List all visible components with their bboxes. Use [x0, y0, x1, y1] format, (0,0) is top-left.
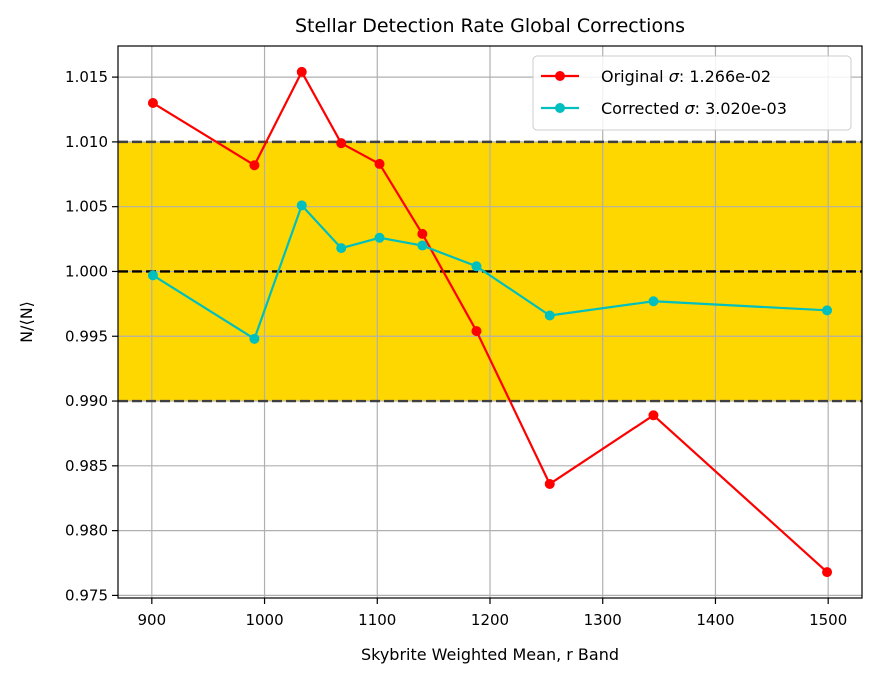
data-point-corrected — [147, 270, 158, 281]
data-point-corrected — [374, 232, 385, 243]
data-point-corrected — [471, 261, 482, 272]
data-point-original — [249, 160, 260, 171]
legend: Original σ: 1.266e-02 Corrected σ: 3.020e… — [532, 55, 852, 131]
data-point-corrected — [417, 240, 428, 251]
y-tick-label: 0.985 — [65, 457, 108, 475]
y-tick-label: 0.990 — [65, 392, 108, 410]
x-tick-label: 1200 — [471, 611, 509, 629]
data-point-original — [471, 326, 482, 337]
series-line-original — [152, 70, 828, 573]
x-tick-label: 1400 — [696, 611, 734, 629]
legend-marker-corrected — [555, 103, 565, 113]
data-point-original — [648, 410, 659, 421]
data-point-original — [417, 228, 428, 239]
x-tick-label: 1500 — [809, 611, 847, 629]
x-tick-label: 1300 — [584, 611, 622, 629]
x-axis-title: Skybrite Weighted Mean, r Band — [361, 645, 619, 664]
data-point-original — [147, 98, 158, 109]
y-tick-label: 1.005 — [65, 198, 108, 216]
x-tick-label: 1000 — [245, 611, 283, 629]
x-tick-label: 900 — [137, 611, 166, 629]
y-axis-title: N/⟨N⟩ — [17, 301, 36, 343]
data-point-original — [544, 478, 555, 489]
data-point-corrected — [544, 310, 555, 321]
data-point-corrected — [648, 296, 659, 307]
data-point-corrected — [296, 200, 307, 211]
x-tick-label: 1100 — [358, 611, 396, 629]
y-tick-label: 0.980 — [65, 522, 108, 540]
legend-label-original: Original σ: 1.266e-02 — [601, 67, 771, 86]
legend-marker-original — [555, 71, 565, 81]
chart-title: Stellar Detection Rate Global Correction… — [295, 15, 685, 37]
data-point-corrected — [336, 243, 347, 254]
y-tick-label: 1.000 — [65, 262, 108, 280]
legend-label-corrected: Corrected σ: 3.020e-03 — [601, 99, 787, 118]
data-point-corrected — [822, 305, 833, 316]
legend-box — [532, 55, 852, 131]
data-point-corrected — [249, 333, 260, 344]
plot-area: 900 1000 1100 1200 1300 1400 1500 0.975 0.980 0.9… — [65, 45, 863, 629]
series-line-corrected — [152, 204, 828, 340]
y-tick-label: 0.975 — [65, 586, 108, 604]
data-point-original — [296, 66, 307, 77]
y-tick-label: 0.995 — [65, 327, 108, 345]
y-tick-label: 1.015 — [65, 68, 108, 86]
data-point-original — [336, 138, 347, 149]
data-point-original — [374, 158, 385, 169]
y-tick-label: 1.010 — [65, 133, 108, 151]
data-point-original — [822, 567, 833, 578]
